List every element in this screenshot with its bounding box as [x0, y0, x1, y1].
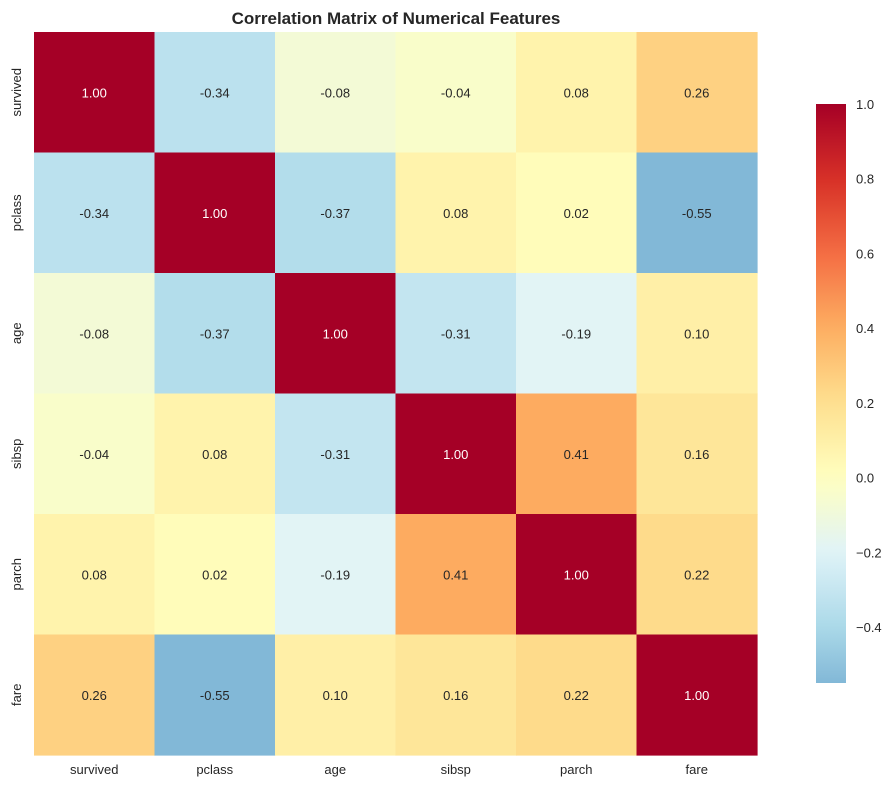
heatmap-cell	[516, 152, 638, 274]
x-tick-label: sibsp	[441, 762, 471, 777]
heatmap-cell	[34, 393, 156, 515]
cell-value-label: -0.04	[79, 447, 109, 462]
cell-value-label: -0.08	[320, 85, 350, 100]
y-tick-label: pclass	[9, 194, 24, 231]
cell-value-label: -0.37	[200, 326, 230, 341]
cell-value-label: 1.00	[323, 326, 348, 341]
heatmap-cell	[636, 152, 758, 274]
colorbar: 1.0 0.8 0.6 0.4 0.2 0.0 −0.2 −0.4	[816, 97, 882, 683]
cell-value-label: -0.04	[441, 85, 471, 100]
heatmap-cell	[275, 393, 397, 515]
cell-value-label: 0.22	[684, 567, 709, 582]
colorbar-tick-label: 1.0	[856, 97, 874, 112]
x-tick-label: fare	[686, 762, 708, 777]
cell-value-label: 0.22	[564, 688, 589, 703]
cell-value-label: 0.10	[684, 326, 709, 341]
heatmap-cell	[395, 152, 517, 274]
heatmap-cell	[636, 32, 758, 154]
cell-value-label: 0.16	[443, 688, 468, 703]
cell-value-label: 0.26	[82, 688, 107, 703]
heatmap-cell	[275, 273, 397, 395]
heatmap-cell	[154, 393, 276, 515]
heatmap-cell	[154, 634, 276, 756]
x-axis-ticks: survived pclass age sibsp parch fare	[70, 762, 708, 777]
heatmap-cell	[636, 634, 758, 756]
heatmap-cell	[636, 514, 758, 636]
heatmap-cell	[275, 152, 397, 274]
heatmap-cell	[395, 634, 517, 756]
x-tick-label: survived	[70, 762, 118, 777]
heatmap-cell	[34, 32, 156, 154]
heatmap-cell	[636, 273, 758, 395]
colorbar-gradient	[816, 104, 846, 683]
heatmap-cell	[395, 393, 517, 515]
cell-value-label: -0.31	[320, 447, 350, 462]
cell-value-label: -0.08	[79, 326, 109, 341]
cell-value-label: 0.08	[443, 206, 468, 221]
heatmap-cell	[154, 514, 276, 636]
heatmap-cell	[34, 634, 156, 756]
colorbar-tick-label: −0.2	[856, 545, 882, 560]
heatmap-cell	[636, 393, 758, 515]
heatmap-cell	[516, 634, 638, 756]
heatmap-cell	[154, 273, 276, 395]
cell-value-label: 0.08	[564, 85, 589, 100]
cell-value-label: 0.26	[684, 85, 709, 100]
y-tick-label: age	[9, 322, 24, 344]
colorbar-tick-label: 0.4	[856, 321, 874, 336]
heatmap-cell	[275, 634, 397, 756]
heatmap-cell	[34, 273, 156, 395]
heatmap-cell	[395, 32, 517, 154]
cell-value-label: -0.55	[682, 206, 712, 221]
cell-value-label: -0.37	[320, 206, 350, 221]
cell-value-label: 1.00	[82, 85, 107, 100]
cell-value-label: 1.00	[443, 447, 468, 462]
heatmap-cell	[395, 273, 517, 395]
cell-value-label: -0.34	[79, 206, 109, 221]
heatmap-cell	[275, 514, 397, 636]
heatmap-cell	[154, 152, 276, 274]
cell-value-label: 1.00	[684, 688, 709, 703]
x-tick-label: age	[324, 762, 346, 777]
colorbar-tick-label: 0.8	[856, 172, 874, 187]
cell-value-label: 0.16	[684, 447, 709, 462]
cell-value-label: 0.08	[82, 567, 107, 582]
cell-value-label: 0.02	[564, 206, 589, 221]
cell-value-label: 0.02	[202, 567, 227, 582]
cell-value-label: -0.31	[441, 326, 471, 341]
heatmap-cell	[516, 393, 638, 515]
heatmap-cell	[395, 514, 517, 636]
heatmap-cell	[154, 32, 276, 154]
heatmap-cell	[275, 32, 397, 154]
cell-value-label: 0.10	[323, 688, 348, 703]
colorbar-tick-label: −0.4	[856, 620, 882, 635]
heatmap-cell	[516, 514, 638, 636]
colorbar-tick-label: 0.2	[856, 396, 874, 411]
cell-value-label: 1.00	[564, 567, 589, 582]
cell-value-label: -0.55	[200, 688, 230, 703]
y-tick-label: sibsp	[9, 439, 24, 469]
cell-value-label: -0.19	[320, 567, 350, 582]
y-tick-label: fare	[9, 684, 24, 706]
heatmap-cell	[34, 152, 156, 274]
cell-value-label: -0.19	[561, 326, 591, 341]
colorbar-tick-label: 0.6	[856, 246, 874, 261]
chart-title: Correlation Matrix of Numerical Features	[232, 9, 561, 28]
cell-value-label: 1.00	[202, 206, 227, 221]
cell-value-label: 0.08	[202, 447, 227, 462]
cell-value-label: -0.34	[200, 85, 230, 100]
y-tick-label: parch	[9, 558, 24, 591]
y-tick-label: survived	[9, 68, 24, 116]
heatmap-cell	[516, 32, 638, 154]
x-tick-label: pclass	[196, 762, 233, 777]
heatmap-cell	[516, 273, 638, 395]
y-axis-ticks: survived pclass age sibsp parch fare	[9, 68, 24, 706]
heatmap-cell	[34, 514, 156, 636]
x-tick-label: parch	[560, 762, 593, 777]
heatmap-cells: 1.00 -0.34 -0.08 -0.04 0.08 0.26 -0.34 1.00 -0.3…	[34, 32, 758, 756]
colorbar-tick-label: 0.0	[856, 471, 874, 486]
cell-value-label: 0.41	[564, 447, 589, 462]
cell-value-label: 0.41	[443, 567, 468, 582]
